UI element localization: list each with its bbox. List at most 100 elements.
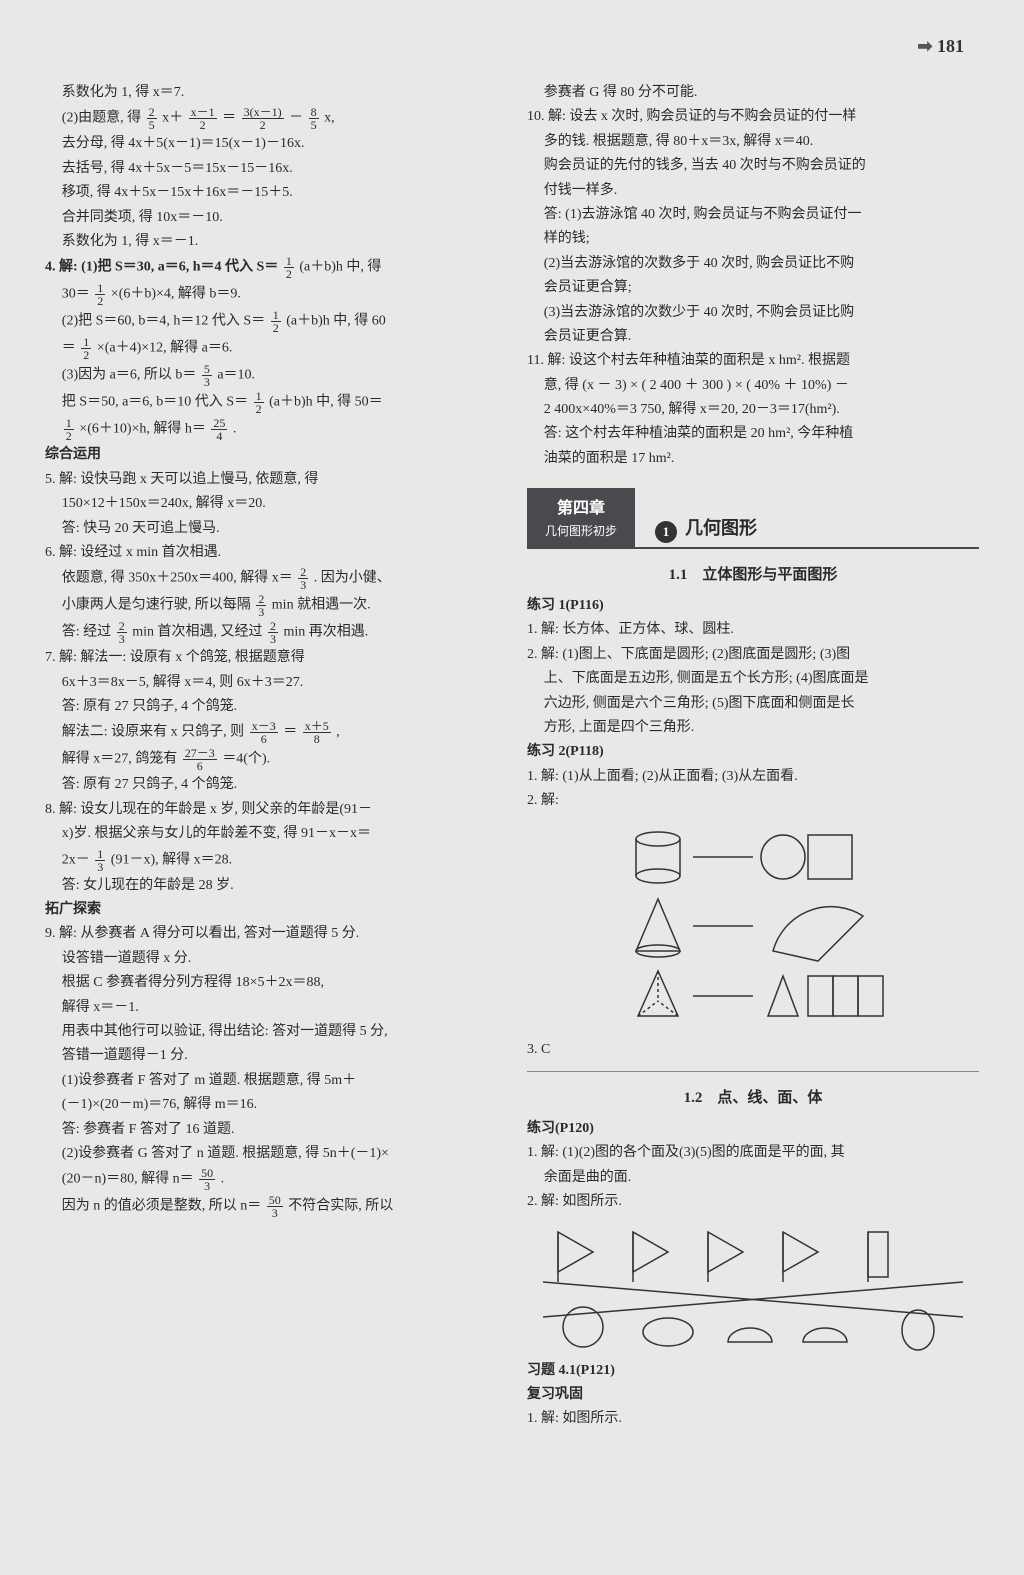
exercise-label: 练习 2(P118) — [527, 741, 979, 763]
text: (2)由题意, 得 — [62, 111, 145, 126]
text-line: 小康两人是匀速行驶, 所以每隔 23 min 就相遇一次. — [45, 593, 497, 618]
chapter-tab: 第四章 几何图形初步 — [527, 488, 635, 549]
text: 小康两人是匀速行驶, 所以每隔 — [62, 598, 251, 613]
text: 2x－ — [62, 852, 90, 867]
text-line: (3)当去游泳馆的次数少于 40 次时, 不购会员证比购 — [527, 302, 979, 324]
text-line: 7. 解: 解法一: 设原有 x 个鸽笼, 根据题意得 — [45, 647, 497, 669]
text-line: 答: 快马 20 天可追上慢马. — [45, 518, 497, 540]
text-line: 10. 解: 设去 x 次时, 购会员证的与不购会员证的付一样 — [527, 106, 979, 128]
text: min 再次相遇. — [283, 625, 368, 640]
text-line: 移项, 得 4x＋5x－15x＋16x＝－15＋5. — [45, 182, 497, 204]
text-line: 系数化为 1, 得 x＝7. — [45, 82, 497, 104]
chapter-banner: 第四章 几何图形初步 1 几何图形 — [527, 488, 979, 549]
text: 答: 经过 — [62, 625, 111, 640]
text: . — [221, 1172, 225, 1187]
text-line: 设答错一道题得 x 分. — [45, 948, 497, 970]
text-line: 1. 解: 如图所示. — [527, 1408, 979, 1430]
text: 30＝ — [62, 287, 90, 302]
text-line: 样的钱; — [527, 228, 979, 250]
text: x＋ — [162, 111, 183, 126]
text-line: 油菜的面积是 17 hm². — [527, 448, 979, 470]
text: (a＋b)h 中, 得 — [299, 260, 381, 275]
text-line: 系数化为 1, 得 x＝－1. — [45, 231, 497, 253]
text-line: 解得 x＝－1. — [45, 997, 497, 1019]
text-line: 1. 解: (1)从上面看; (2)从正面看; (3)从左面看. — [527, 766, 979, 788]
text-line: (20－n)＝80, 解得 n＝ 503 . — [45, 1167, 497, 1192]
text-line: 4. 解: (1)把 S＝30, a＝6, h＝4 代入 S＝ 12 (a＋b)… — [45, 255, 497, 280]
text-line: 答错一道题得－1 分. — [45, 1045, 497, 1067]
fraction: 25 — [147, 106, 157, 131]
two-column-layout: 系数化为 1, 得 x＝7. (2)由题意, 得 25 x＋ x－12 ＝ 3(… — [45, 80, 979, 1433]
fraction: 12 — [95, 282, 105, 307]
text-line: 上、下底面是五边形, 侧面是五个长方形; (4)图底面是 — [527, 668, 979, 690]
text: x, — [324, 111, 335, 126]
text: (3)因为 a＝6, 所以 b＝ — [62, 368, 197, 383]
text-line: 去分母, 得 4x＋5(x－1)＝15(x－1)－16x. — [45, 133, 497, 155]
fraction: 23 — [117, 620, 127, 645]
text: 因为 n 的值必须是整数, 所以 n＝ — [62, 1199, 262, 1214]
fraction: 23 — [298, 566, 308, 591]
geometry-diagram-1 — [603, 821, 903, 1031]
exercise-label: 练习(P120) — [527, 1118, 979, 1140]
text: . — [233, 422, 237, 437]
text-line: 因为 n 的值必须是整数, 所以 n＝ 503 不符合实际, 所以 — [45, 1194, 497, 1219]
text: ×(6＋10)×h, 解得 h＝ — [79, 422, 206, 437]
text: , — [336, 725, 340, 740]
text: (a＋b)h 中, 得 50＝ — [269, 395, 383, 410]
text-line: 1. 解: (1)(2)图的各个面及(3)(5)图的底面是平的面, 其 — [527, 1142, 979, 1164]
fraction: 85 — [309, 106, 319, 131]
text: 4. 解: (1)把 S＝30, a＝6, h＝4 代入 S＝ — [45, 260, 278, 275]
subheading: 综合运用 — [45, 444, 497, 466]
text-line: 2. 解: (1)图上、下底面是圆形; (2)图底面是圆形; (3)图 — [527, 644, 979, 666]
text-line: 答: 女儿现在的年龄是 28 岁. — [45, 875, 497, 897]
text: (20－n)＝80, 解得 n＝ — [62, 1172, 194, 1187]
text: ＝ — [283, 725, 297, 740]
text-line: 意, 得 (x － 3) × ( 2 400 ＋ 300 ) × ( 40% ＋… — [527, 375, 979, 397]
text-line: (2)设参赛者 G 答对了 n 道题. 根据题意, 得 5n＋(－1)× — [45, 1143, 497, 1165]
fraction: 13 — [95, 848, 105, 873]
text-line: 用表中其他行可以验证, 得出结论: 答对一道题得 5 分, — [45, 1021, 497, 1043]
fraction: 503 — [199, 1167, 215, 1192]
fraction: x－36 — [250, 720, 278, 745]
text-line: 余面是曲的面. — [527, 1167, 979, 1189]
text: ×(6＋b)×4, 解得 b＝9. — [111, 287, 241, 302]
text-line: 6x＋3＝8x－5, 解得 x＝4, 则 6x＋3＝27. — [45, 672, 497, 694]
text-line: (2)当去游泳馆的次数多于 40 次时, 购会员证比不购 — [527, 253, 979, 275]
text-line: 答: (1)去游泳馆 40 次时, 购会员证与不购会员证付一 — [527, 204, 979, 226]
fraction: 23 — [256, 593, 266, 618]
text-line: 2 400x×40%＝3 750, 解得 x＝20, 20－3＝17(hm²). — [527, 399, 979, 421]
fraction: 12 — [254, 390, 264, 415]
subheading: 复习巩固 — [527, 1384, 979, 1406]
text-line: 会员证更合算; — [527, 277, 979, 299]
text: 不符合实际, 所以 — [288, 1199, 393, 1214]
text-line: 解法二: 设原来有 x 只鸽子, 则 x－36 ＝ x＋58 , — [45, 720, 497, 745]
chapter-badge: 1 — [655, 521, 677, 543]
text-line: 合并同类项, 得 10x＝－10. — [45, 207, 497, 229]
text: 解法二: 设原来有 x 只鸽子, 则 — [62, 725, 244, 740]
text: . 因为小健、 — [314, 571, 391, 586]
fraction: 503 — [267, 1194, 283, 1219]
text-line: 5. 解: 设快马跑 x 天可以追上慢马, 依题意, 得 — [45, 469, 497, 491]
text: ＝4(个). — [222, 752, 270, 767]
fraction: 12 — [64, 417, 74, 442]
text-line: ＝ 12 ×(a＋4)×12, 解得 a＝6. — [45, 336, 497, 361]
divider — [527, 1071, 979, 1072]
page-number: 181 — [917, 32, 964, 61]
chapter-number: 第四章 — [557, 500, 605, 517]
exercise-label: 练习 1(P116) — [527, 595, 979, 617]
text-line: 答: 原有 27 只鸽子, 4 个鸽笼. — [45, 774, 497, 796]
fraction: 254 — [211, 417, 227, 442]
text-line: (－1)×(20－m)＝76, 解得 m＝16. — [45, 1094, 497, 1116]
text: ＝ — [222, 111, 236, 126]
text-line: 会员证更合算. — [527, 326, 979, 348]
text-line: 答: 经过 23 min 首次相遇, 又经过 23 min 再次相遇. — [45, 620, 497, 645]
text-line: 付钱一样多. — [527, 180, 979, 202]
text-line: 12 ×(6＋10)×h, 解得 h＝ 254 . — [45, 417, 497, 442]
text-line: x)岁. 根据父亲与女儿的年龄差不变, 得 91－x－x＝ — [45, 823, 497, 845]
text: min 就相遇一次. — [272, 598, 371, 613]
fraction: 12 — [81, 336, 91, 361]
text-line: (2)由题意, 得 25 x＋ x－12 ＝ 3(x－1)2 － 85 x, — [45, 106, 497, 131]
text: ＝ — [62, 341, 76, 356]
text-line: (3)因为 a＝6, 所以 b＝ 53 a＝10. — [45, 363, 497, 388]
text-line: 购会员证的先付的钱多, 当去 40 次时与不购会员证的 — [527, 155, 979, 177]
